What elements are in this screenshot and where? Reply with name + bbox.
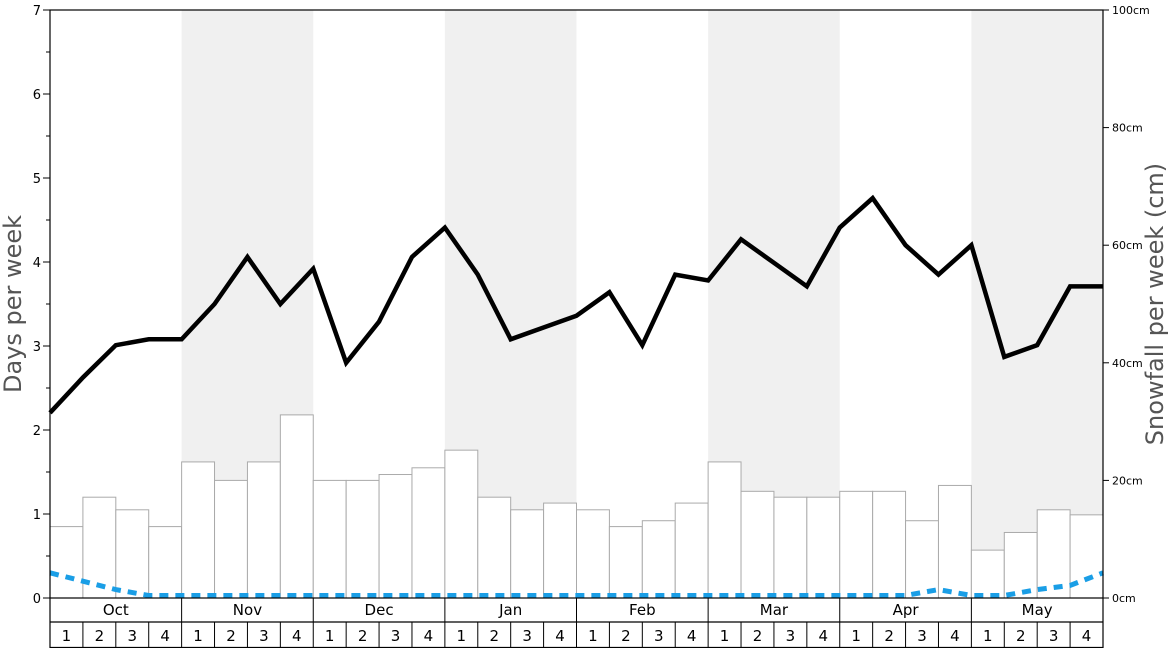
bar-week-19 bbox=[641, 520, 676, 599]
week-label: 4 bbox=[160, 627, 170, 645]
bar-week-27 bbox=[905, 520, 939, 599]
bar-week-10 bbox=[345, 479, 380, 599]
month-label-feb: Feb bbox=[629, 601, 656, 619]
week-label: 4 bbox=[1082, 627, 1092, 645]
bar-week-30 bbox=[1003, 531, 1038, 599]
month-label-jan: Jan bbox=[498, 601, 522, 619]
month-label-apr: Apr bbox=[893, 601, 920, 619]
week-label: 3 bbox=[522, 627, 532, 645]
bar-week-14 bbox=[477, 496, 512, 599]
y2-tick-label: 100cm bbox=[1112, 4, 1150, 17]
week-label: 2 bbox=[226, 627, 236, 645]
bar-week-20 bbox=[674, 502, 709, 599]
week-label: 1 bbox=[851, 627, 861, 645]
y-tick-label: 6 bbox=[33, 88, 41, 103]
bar-week-25 bbox=[839, 490, 874, 599]
month-band-may bbox=[971, 10, 1103, 598]
week-label: 4 bbox=[292, 627, 302, 645]
week-label: 4 bbox=[555, 627, 565, 645]
week-label: 2 bbox=[621, 627, 631, 645]
y-tick-label: 5 bbox=[33, 172, 41, 187]
line-series bbox=[48, 194, 1104, 598]
bar-week-13 bbox=[444, 449, 479, 599]
week-label: 2 bbox=[358, 627, 368, 645]
bar-week-17 bbox=[576, 509, 610, 599]
bar-week-29 bbox=[970, 549, 1005, 599]
y2-tick-label: 60cm bbox=[1112, 239, 1143, 252]
bar-week-11 bbox=[378, 474, 413, 599]
week-label: 1 bbox=[983, 627, 993, 645]
bar-week-8 bbox=[279, 414, 314, 599]
month-label-oct: Oct bbox=[103, 601, 129, 619]
y-tick-label: 7 bbox=[33, 4, 41, 19]
bar-week-7 bbox=[246, 461, 281, 599]
month-bands bbox=[181, 10, 1103, 598]
bar-week-28 bbox=[937, 484, 972, 599]
week-label: 1 bbox=[720, 627, 730, 645]
week-label: 3 bbox=[259, 627, 269, 645]
y2-tick-label: 80cm bbox=[1112, 122, 1143, 135]
week-label: 2 bbox=[753, 627, 763, 645]
month-label-may: May bbox=[1022, 601, 1053, 619]
bar-week-22 bbox=[740, 490, 775, 599]
bar-week-24 bbox=[806, 496, 841, 599]
week-label: 4 bbox=[950, 627, 960, 645]
month-label-nov: Nov bbox=[233, 601, 262, 619]
week-label: 2 bbox=[884, 627, 894, 645]
week-label: 1 bbox=[325, 627, 335, 645]
bar-week-5 bbox=[181, 461, 216, 599]
month-label-mar: Mar bbox=[760, 601, 789, 619]
bar-week-12 bbox=[411, 467, 446, 599]
week-label: 4 bbox=[687, 627, 697, 645]
bar-week-18 bbox=[608, 526, 643, 599]
week-label: 3 bbox=[127, 627, 137, 645]
bar-week-23 bbox=[773, 496, 808, 599]
week-label: 2 bbox=[95, 627, 105, 645]
y-tick-label: 3 bbox=[33, 340, 41, 355]
week-label: 4 bbox=[424, 627, 434, 645]
week-label: 3 bbox=[917, 627, 927, 645]
bar-week-6 bbox=[214, 479, 248, 599]
y-tick-label: 0 bbox=[33, 592, 41, 607]
x-axis-months-weeks: Oct Nov Dec Jan Feb Mar Apr May 1 2 3 4 1 2 3 4 1 2 3 4 1 2 3 4… bbox=[49, 598, 1104, 648]
bar-week-21 bbox=[707, 461, 742, 599]
y2-tick-label: 40cm bbox=[1112, 357, 1143, 370]
bar-week-4 bbox=[148, 526, 183, 599]
y2-tick-label: 20cm bbox=[1112, 474, 1143, 487]
week-label: 2 bbox=[1016, 627, 1026, 645]
bar-week-1 bbox=[49, 526, 84, 599]
y-tick-label: 1 bbox=[33, 508, 41, 523]
bar-week-16 bbox=[543, 502, 577, 599]
bar-week-2 bbox=[82, 496, 117, 599]
bar-week-3 bbox=[115, 509, 150, 599]
y2-axis-title: Snowfall per week (cm) bbox=[1141, 163, 1168, 445]
week-label: 3 bbox=[1049, 627, 1059, 645]
bar-week-26 bbox=[872, 490, 907, 599]
week-label: 3 bbox=[786, 627, 796, 645]
dashed-series-line bbox=[49, 570, 1104, 598]
tick-labels: 0 1 2 3 4 5 6 7 0cm 20cm 40cm 60cm 80cm 100cm bbox=[33, 4, 1150, 607]
week-label: 3 bbox=[391, 627, 401, 645]
y-tick-label: 4 bbox=[33, 256, 41, 271]
week-label: 2 bbox=[489, 627, 499, 645]
week-label: 1 bbox=[588, 627, 598, 645]
y-tick-label: 2 bbox=[33, 424, 41, 439]
bar-week-15 bbox=[510, 509, 545, 599]
snowfall-series-line bbox=[48, 194, 1103, 415]
month-label-dec: Dec bbox=[365, 601, 394, 619]
week-label: 1 bbox=[193, 627, 203, 645]
bar-week-31 bbox=[1036, 509, 1071, 599]
week-label: 3 bbox=[654, 627, 664, 645]
bar-week-9 bbox=[312, 479, 347, 599]
y-axis-title: Days per week bbox=[0, 215, 27, 393]
week-label: 4 bbox=[819, 627, 829, 645]
bar-series bbox=[49, 414, 1104, 599]
y2-tick-label: 0cm bbox=[1112, 592, 1136, 605]
week-label: 1 bbox=[457, 627, 467, 645]
week-label: 1 bbox=[62, 627, 72, 645]
